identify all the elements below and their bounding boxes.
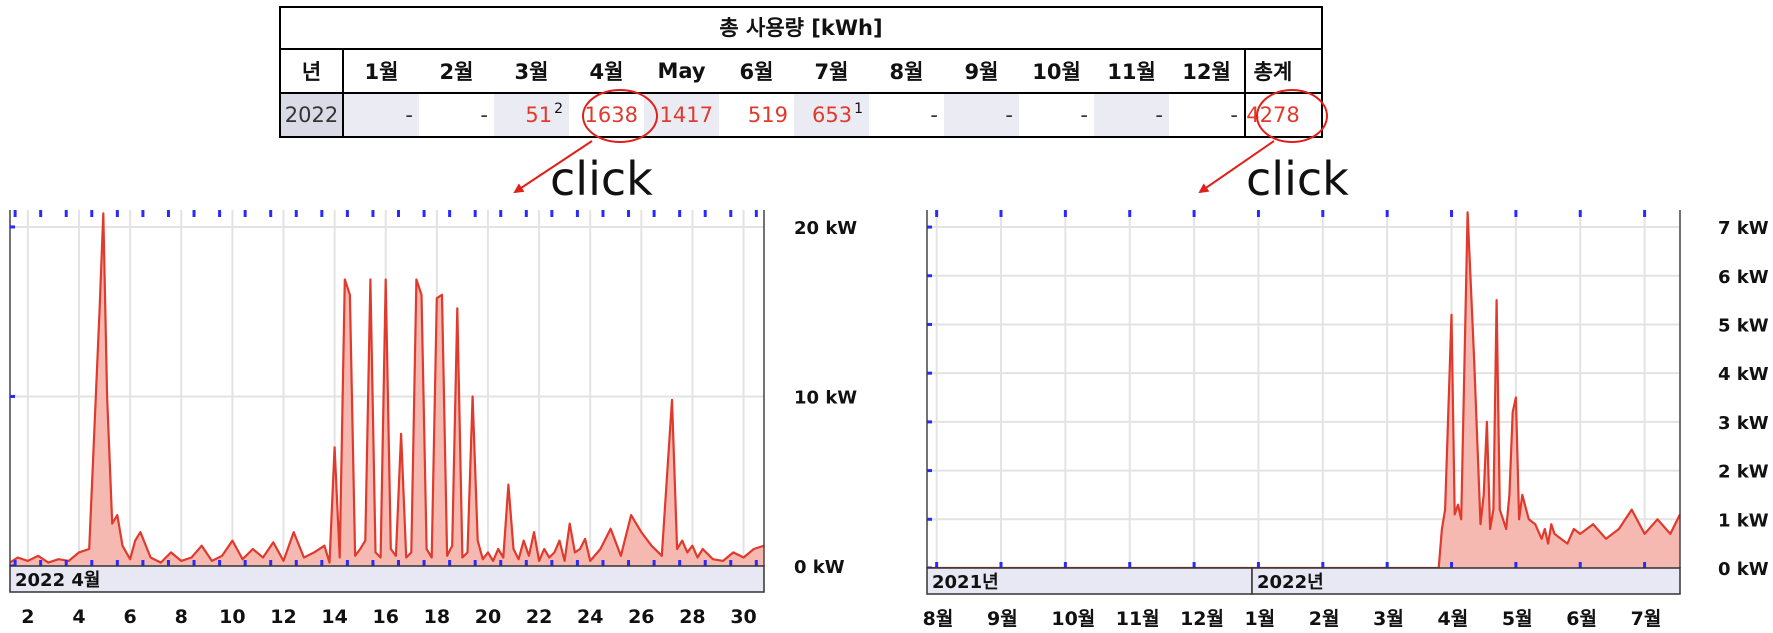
x-tick-label: 8월: [923, 608, 954, 630]
header-month-10: 10월: [1032, 60, 1081, 84]
x-tick-label: 2: [21, 606, 34, 628]
y-tick-label: 10 kW: [794, 387, 857, 408]
x-tick-label: 30: [730, 606, 756, 628]
x-tick-label: 4: [72, 606, 85, 628]
x-tick-label: 1월: [1244, 608, 1275, 630]
y-tick-label: 20 kW: [794, 218, 857, 239]
x-tick-label: 24: [577, 606, 603, 628]
click-label-right: click: [1246, 152, 1349, 206]
x-tick-label: 4월: [1438, 608, 1469, 630]
x-tick-label: 20: [475, 606, 501, 628]
x-tick-label: 3월: [1373, 608, 1404, 630]
header-month-6: 6월: [739, 60, 774, 84]
cell-month-3[interactable]: 51 2: [494, 94, 569, 136]
footnote-mark: 1: [854, 101, 863, 117]
click-label-left: click: [550, 152, 653, 206]
highlight-circle-april: [582, 89, 658, 143]
y-tick-label: 0 kW: [794, 557, 845, 578]
period-label: 2021년: [932, 572, 999, 593]
usage-table: 총 사용량 [kWh] 년 1월 2월 3월 4월 May 6월 7월 8월 9…: [279, 6, 1323, 138]
x-tick-label: 5월: [1502, 608, 1533, 630]
header-total: 총계: [1244, 50, 1300, 92]
table-header-row: 년 1월 2월 3월 4월 May 6월 7월 8월 9월 10월 11월 12…: [281, 50, 1321, 94]
x-tick-label: 6월: [1566, 608, 1597, 630]
period-bar: [1251, 567, 1681, 595]
header-year: 년: [281, 50, 344, 92]
x-tick-label: 12월: [1180, 608, 1224, 630]
arrow-left: [513, 140, 593, 194]
header-month-1: 1월: [364, 60, 399, 84]
y-tick-label: 6 kW: [1718, 267, 1769, 288]
period-bar: [926, 567, 1253, 595]
highlight-circle-total: [1256, 89, 1328, 143]
x-tick-label: 18: [424, 606, 450, 628]
y-tick-label: 3 kW: [1718, 413, 1769, 434]
cell-month-12[interactable]: -: [1230, 103, 1238, 127]
arrow-right: [1198, 140, 1275, 194]
x-tick-label: 16: [372, 606, 398, 628]
header-month-5: May: [657, 59, 706, 83]
cell-month-10[interactable]: -: [1080, 103, 1088, 127]
header-month-11: 11월: [1107, 60, 1156, 84]
cell-month-11[interactable]: -: [1094, 94, 1169, 136]
header-month-12: 12월: [1182, 60, 1231, 84]
cell-month-1[interactable]: -: [344, 94, 419, 136]
x-tick-label: 7월: [1631, 608, 1662, 630]
cell-month-7-value: 653: [811, 103, 853, 127]
x-tick-label: 6: [124, 606, 137, 628]
row-year: 2022: [281, 94, 344, 136]
x-tick-label: 28: [679, 606, 705, 628]
header-month-8: 8월: [889, 60, 924, 84]
period-label: 2022 4월: [15, 570, 100, 591]
header-month-4: 4월: [589, 60, 624, 84]
period-bar: [9, 565, 765, 593]
x-tick-label: 10월: [1051, 608, 1095, 630]
cell-month-2[interactable]: -: [480, 103, 488, 127]
cell-month-7[interactable]: 653 1: [794, 94, 869, 136]
x-tick-label: 2월: [1309, 608, 1340, 630]
y-tick-label: 4 kW: [1718, 364, 1769, 385]
x-tick-label: 8: [175, 606, 188, 628]
x-tick-label: 10: [219, 606, 245, 628]
cell-month-3-value: 51: [525, 103, 553, 127]
table-title: 총 사용량 [kWh]: [281, 8, 1321, 50]
x-tick-label: 11월: [1116, 608, 1160, 630]
period-label: 2022년: [1257, 572, 1324, 593]
cell-month-9[interactable]: -: [944, 94, 1019, 136]
monthly-power-chart: 0 kW 1 kW 2 kW 3 kW 4 kW 5 kW 6 kW 7 kW 2021년 202…: [923, 210, 1769, 630]
y-tick-label: 5 kW: [1718, 315, 1769, 336]
x-tick-label: 26: [628, 606, 654, 628]
x-tick-label: 12: [270, 606, 296, 628]
series-line: [927, 211, 1681, 570]
header-month-3: 3월: [514, 60, 549, 84]
x-tick-label: 9월: [987, 608, 1018, 630]
y-tick-label: 0 kW: [1718, 559, 1769, 580]
y-tick-label: 2 kW: [1718, 462, 1769, 483]
cell-month-8[interactable]: -: [930, 103, 938, 127]
series-area: [927, 212, 1680, 568]
header-month-9: 9월: [964, 60, 999, 84]
series-line: [9, 212, 765, 564]
y-tick-label: 7 kW: [1718, 218, 1769, 239]
header-month-7: 7월: [814, 60, 849, 84]
cell-month-6[interactable]: 519: [747, 103, 788, 127]
x-tick-label: 14: [321, 606, 347, 628]
x-tick-label: 22: [526, 606, 552, 628]
y-tick-label: 1 kW: [1718, 510, 1769, 531]
footnote-mark: 2: [554, 101, 563, 117]
header-month-2: 2월: [439, 60, 474, 84]
